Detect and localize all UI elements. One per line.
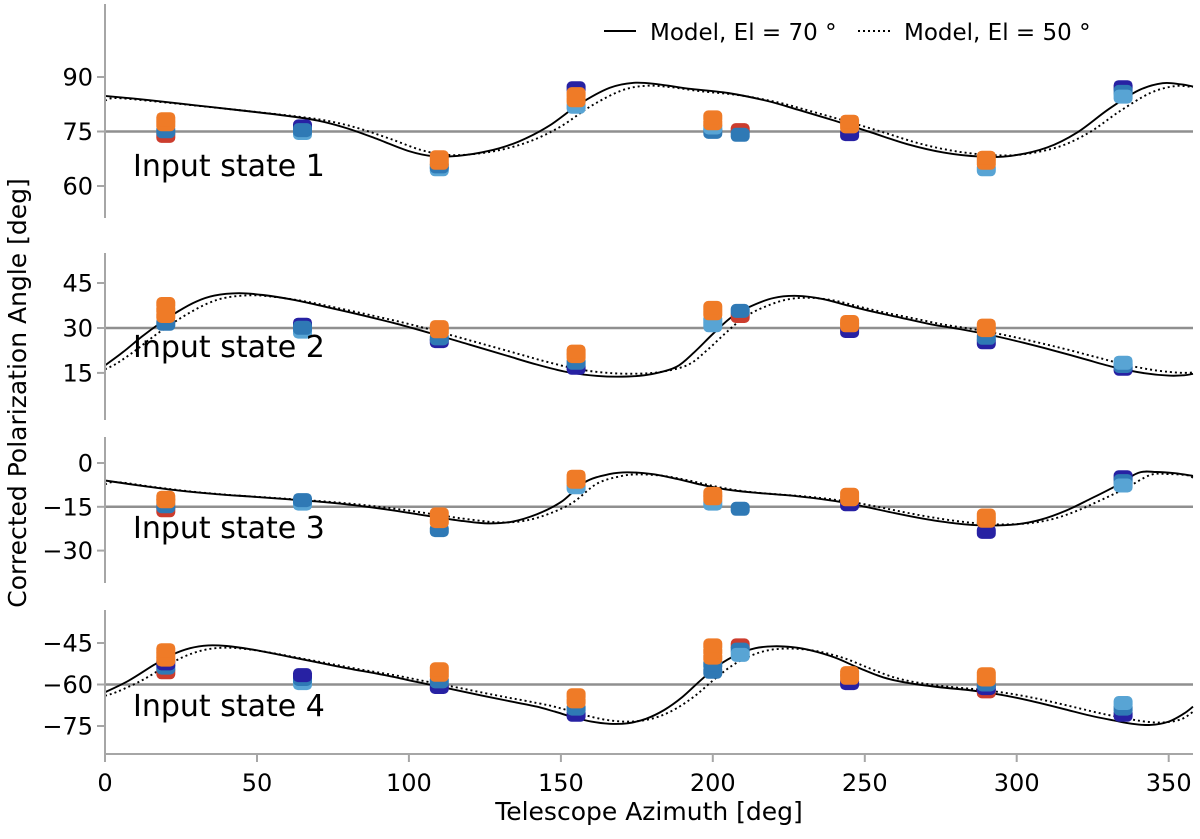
legend: Model, El = 70 ° Model, El = 50 ° xyxy=(604,20,1091,46)
x-axis: 0 50 100 150 200 250 300 350 Telescope Azimuth [… xyxy=(97,753,1193,826)
y-tick-label: 15 xyxy=(62,359,93,387)
y-tick-label: 90 xyxy=(62,64,93,92)
data-marker-orange xyxy=(566,469,586,484)
x-tick-label: 0 xyxy=(97,769,112,797)
data-marker-navy xyxy=(293,668,312,683)
subplot-4: −45 −60 −75 Input state 4 xyxy=(42,610,1194,754)
data-marker-blue xyxy=(730,501,750,516)
input-state-label: Input state 3 xyxy=(133,511,325,546)
input-state-label: Input state 4 xyxy=(133,689,325,724)
data-marker-orange xyxy=(156,112,176,127)
model-curve-el70-solid xyxy=(104,292,1194,378)
model-curve-el50-dotted xyxy=(104,646,1194,724)
x-tick-label: 250 xyxy=(842,769,888,797)
data-marker-orange xyxy=(703,638,723,653)
data-marker-orange xyxy=(429,320,449,335)
data-marker-orange xyxy=(840,487,860,502)
data-marker-lightblue xyxy=(1113,696,1133,710)
legend-label-el50: Model, El = 50 ° xyxy=(904,20,1091,46)
x-axis-title: Telescope Azimuth [deg] xyxy=(494,797,803,826)
data-marker-lightblue xyxy=(1113,355,1133,370)
subplot-3: 0 −15 −30 Input state 3 xyxy=(42,437,1194,583)
y-tick-label: 30 xyxy=(62,315,93,343)
data-marker-orange xyxy=(840,315,860,329)
data-marker-lightblue xyxy=(1113,478,1133,493)
y-tick-label: −45 xyxy=(42,630,93,658)
input-state-label: Input state 2 xyxy=(133,330,325,365)
x-tick-label: 300 xyxy=(994,769,1040,797)
legend-label-el70: Model, El = 70 ° xyxy=(650,20,837,46)
model-curve-el70-solid xyxy=(104,644,1194,726)
data-marker-orange xyxy=(429,507,449,522)
data-marker-lightblue xyxy=(1113,89,1133,104)
model-curve-el50-dotted xyxy=(104,472,1194,526)
x-tick-label: 100 xyxy=(386,769,432,797)
model-curve-el70-solid xyxy=(104,81,1194,158)
y-axis-title: Corrected Polarization Angle [deg] xyxy=(3,178,32,607)
y-tick-label: −60 xyxy=(42,671,93,699)
data-marker-blue xyxy=(730,303,750,318)
data-marker-orange xyxy=(566,87,586,102)
y-tick-label: −30 xyxy=(42,537,93,565)
y-tick-label: 0 xyxy=(78,450,93,478)
data-marker-orange xyxy=(703,300,723,315)
data-marker-navy xyxy=(976,524,996,539)
data-marker-orange xyxy=(566,344,586,359)
data-marker-orange xyxy=(703,110,723,125)
data-marker-orange xyxy=(976,150,996,165)
data-marker-orange xyxy=(976,318,996,333)
subplot-2: 45 30 15 Input state 2 xyxy=(62,253,1194,420)
x-tick-label: 350 xyxy=(1146,769,1192,797)
data-marker-orange xyxy=(156,490,176,505)
data-marker-orange xyxy=(703,486,723,501)
data-marker-orange xyxy=(840,114,860,129)
model-curve-el70-solid xyxy=(104,470,1194,527)
data-marker-blue xyxy=(293,320,312,335)
y-tick-label: 45 xyxy=(62,270,93,298)
model-curve-el50-dotted xyxy=(104,294,1194,375)
data-marker-orange xyxy=(840,666,860,681)
data-marker-blue xyxy=(730,127,750,142)
input-state-label: Input state 1 xyxy=(133,149,325,184)
data-marker-orange xyxy=(976,667,996,682)
x-tick-label: 150 xyxy=(538,769,584,797)
data-marker-orange xyxy=(156,643,176,658)
y-tick-label: −75 xyxy=(42,713,93,741)
x-tick-label: 200 xyxy=(690,769,736,797)
data-marker-lightblue xyxy=(730,647,750,662)
data-marker-orange xyxy=(566,688,586,703)
y-tick-label: 75 xyxy=(62,118,93,146)
y-tick-label: 60 xyxy=(62,173,93,201)
data-marker-blue xyxy=(293,123,312,138)
data-marker-orange xyxy=(429,662,449,677)
subplot-1: 90 75 60 Input state 1 xyxy=(62,4,1194,218)
data-marker-blue xyxy=(293,493,312,508)
x-tick-label: 50 xyxy=(242,769,273,797)
data-marker-orange xyxy=(429,150,449,165)
data-marker-orange xyxy=(976,508,996,523)
y-tick-label: −15 xyxy=(42,493,93,521)
data-marker-orange xyxy=(156,297,176,311)
